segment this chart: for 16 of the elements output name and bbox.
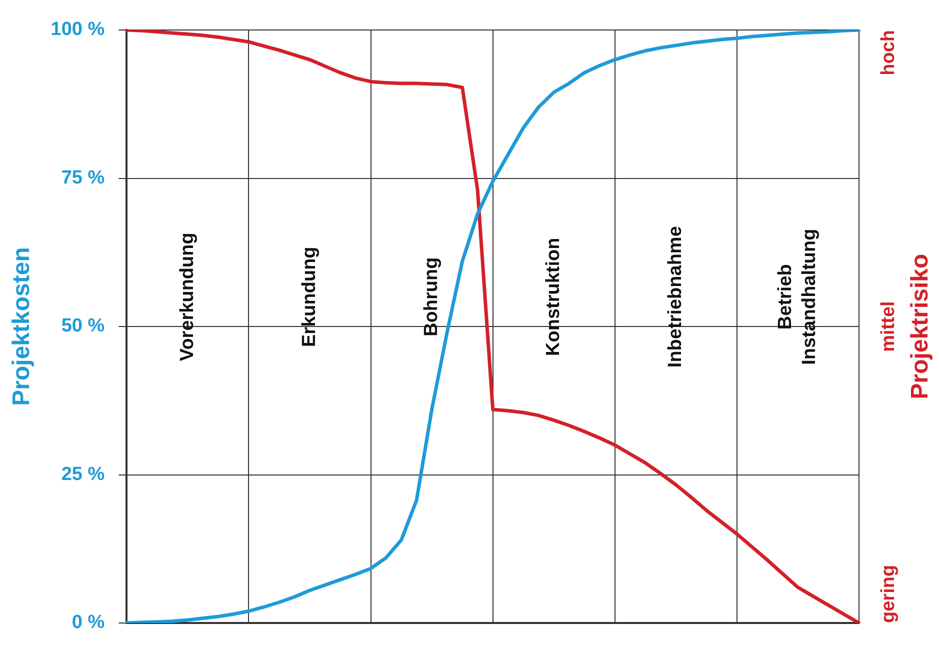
annotation: Betrieb Instandhaltung: [775, 228, 820, 365]
y2-axis-title: Projektrisiko: [906, 254, 934, 400]
text: hoch: [878, 30, 900, 76]
annotation: Konstruktion: [543, 238, 564, 356]
text: mittel: [878, 301, 900, 352]
annotation: Inbetriebnahme: [665, 226, 686, 368]
y-axis-title: Projektkosten: [8, 247, 36, 406]
annotation: Erkundung: [298, 246, 320, 347]
annotation: Vorerkundung: [176, 232, 198, 362]
y-tick-label: 100 %: [50, 19, 105, 40]
y-tick-label: 0 %: [72, 612, 105, 634]
text: gering: [878, 564, 900, 623]
y-tick-label: 75 %: [61, 167, 105, 188]
y-tick-label: 25 %: [61, 464, 105, 485]
annotation: Bohrung: [421, 257, 442, 336]
y-tick-label: 50 %: [61, 316, 105, 337]
